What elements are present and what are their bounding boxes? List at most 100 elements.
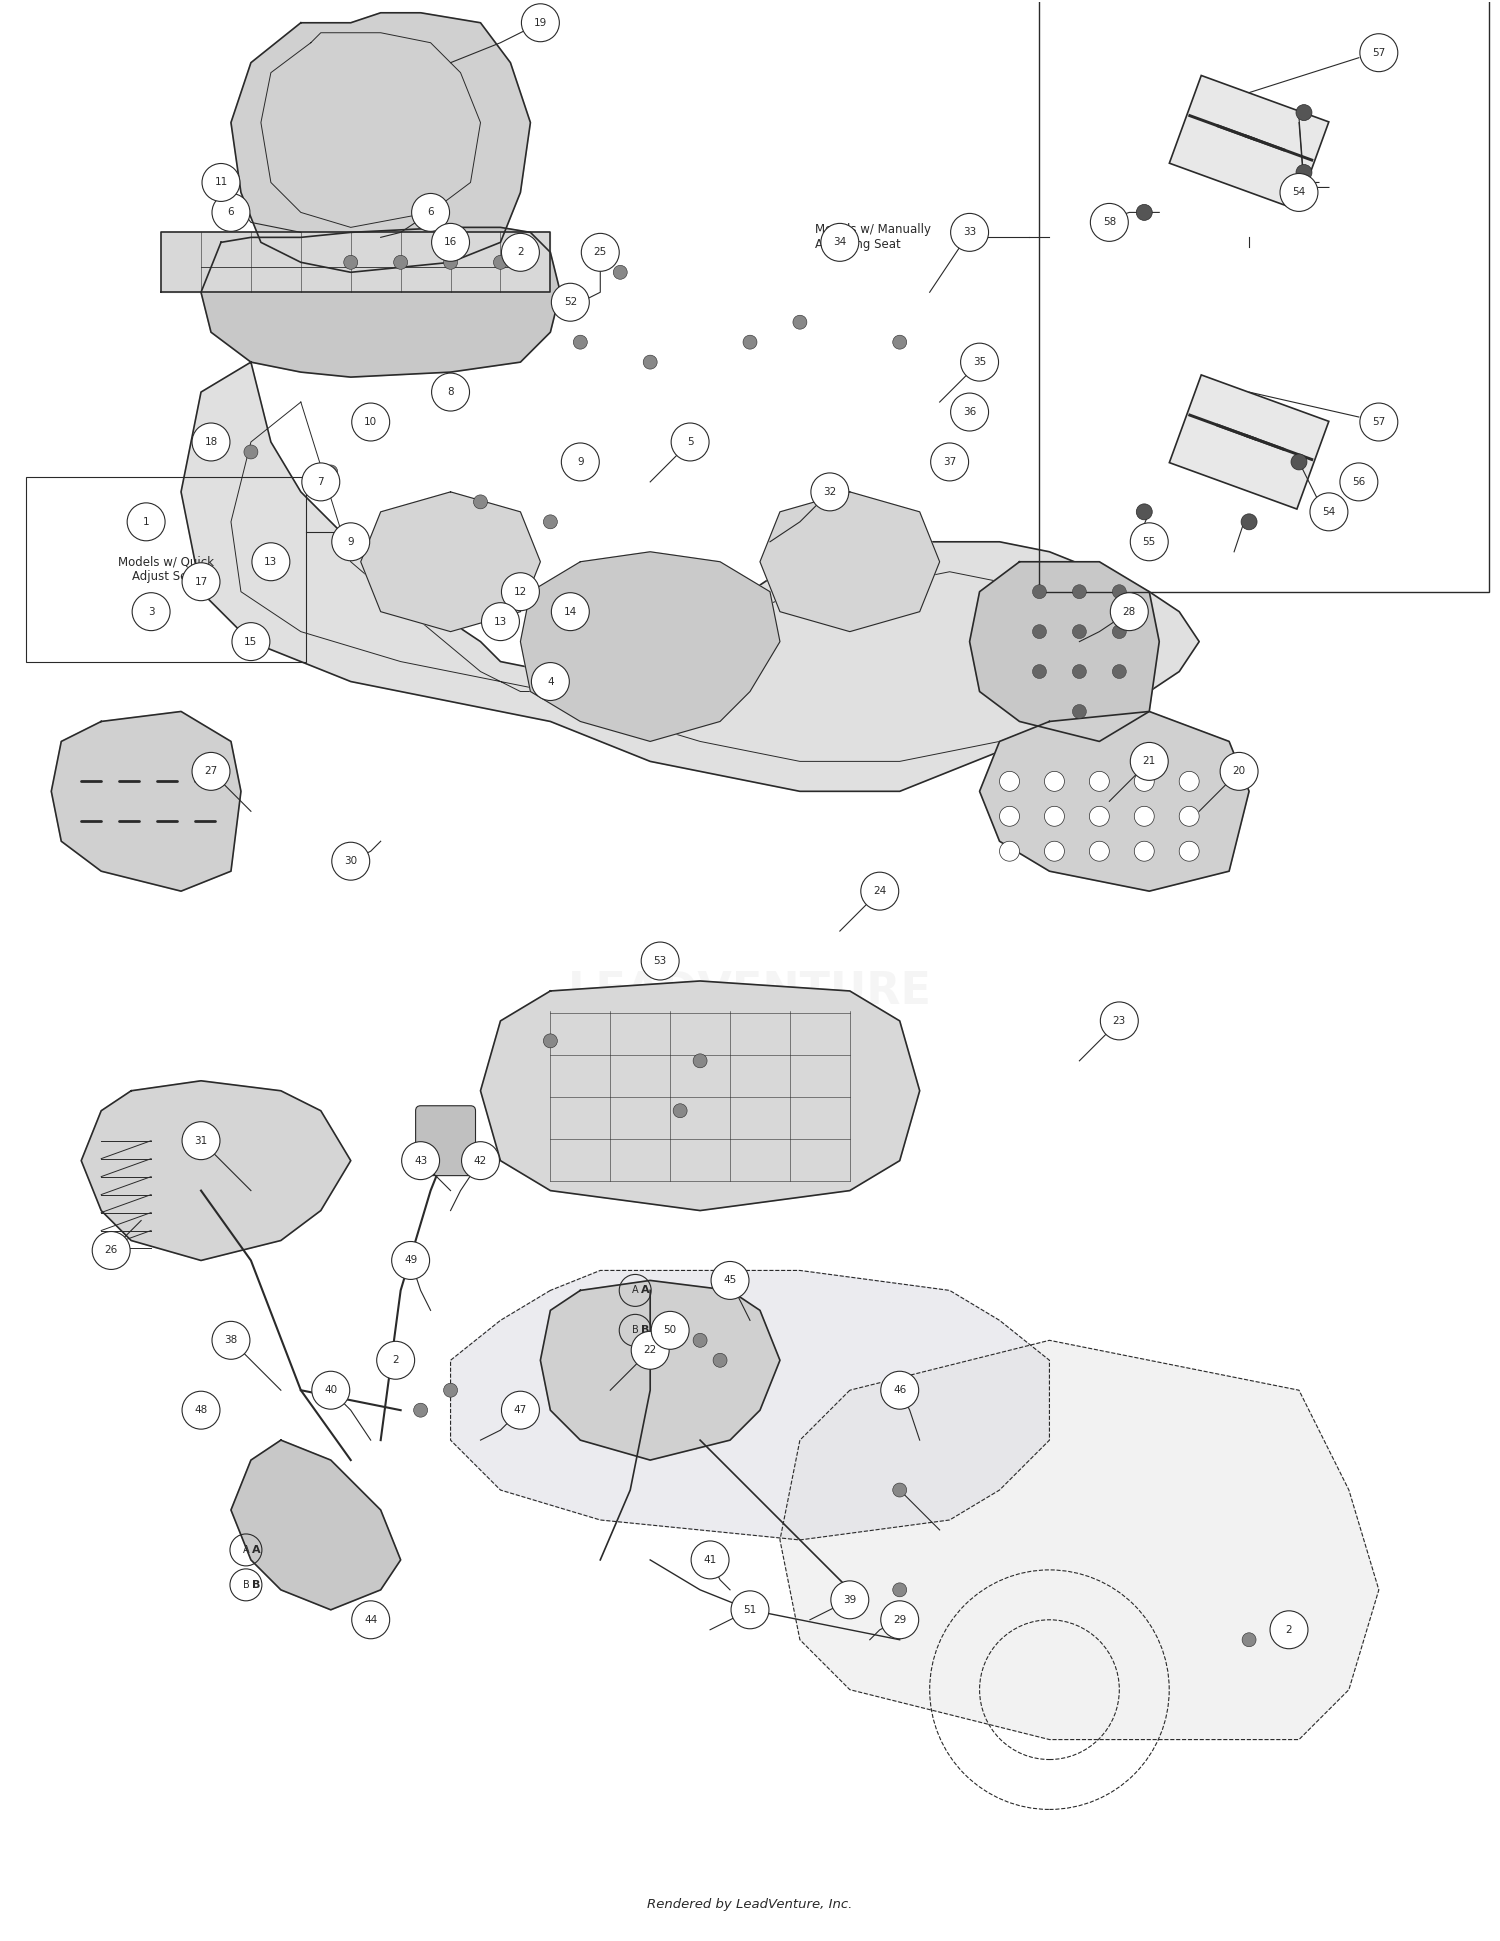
Circle shape: [1179, 806, 1198, 827]
Circle shape: [1179, 840, 1198, 862]
Circle shape: [1280, 173, 1318, 212]
Polygon shape: [540, 1281, 780, 1460]
Circle shape: [494, 256, 507, 270]
Circle shape: [501, 1392, 540, 1429]
Circle shape: [182, 1122, 220, 1159]
Circle shape: [522, 4, 560, 41]
Text: 23: 23: [1113, 1015, 1126, 1027]
Circle shape: [892, 1483, 906, 1497]
Text: 6: 6: [427, 208, 433, 217]
Text: 14: 14: [564, 608, 578, 617]
Circle shape: [1292, 454, 1306, 470]
Text: 34: 34: [833, 237, 846, 247]
Circle shape: [1032, 664, 1047, 679]
Circle shape: [1089, 840, 1110, 862]
PathPatch shape: [1170, 375, 1329, 509]
Text: 25: 25: [594, 247, 608, 258]
Polygon shape: [450, 1271, 1050, 1539]
Text: Rendered by LeadVenture, Inc.: Rendered by LeadVenture, Inc.: [648, 1898, 852, 1910]
Circle shape: [812, 474, 849, 510]
Circle shape: [632, 1332, 669, 1368]
Circle shape: [1340, 464, 1378, 501]
Circle shape: [1072, 625, 1086, 639]
Circle shape: [1110, 592, 1149, 631]
Circle shape: [1134, 840, 1155, 862]
Text: B: B: [632, 1326, 639, 1335]
Circle shape: [1113, 625, 1126, 639]
Polygon shape: [780, 1341, 1378, 1739]
Text: 6: 6: [228, 208, 234, 217]
Text: 54: 54: [1293, 188, 1305, 198]
Polygon shape: [760, 491, 939, 631]
Circle shape: [128, 503, 165, 542]
Circle shape: [951, 394, 988, 431]
Circle shape: [501, 233, 540, 272]
Text: 31: 31: [195, 1135, 207, 1145]
Text: 39: 39: [843, 1596, 856, 1605]
Circle shape: [960, 344, 999, 380]
Circle shape: [1179, 771, 1198, 792]
Circle shape: [1131, 741, 1168, 780]
Polygon shape: [182, 363, 1198, 792]
Bar: [1040, 0, 1488, 592]
Text: 52: 52: [564, 297, 578, 307]
Circle shape: [614, 266, 627, 280]
Text: 35: 35: [974, 357, 986, 367]
Circle shape: [880, 1601, 918, 1638]
Text: 11: 11: [214, 177, 228, 188]
Circle shape: [332, 842, 369, 879]
Text: 51: 51: [744, 1605, 756, 1615]
Text: B: B: [243, 1580, 249, 1590]
Text: 19: 19: [534, 17, 548, 27]
Circle shape: [392, 1242, 429, 1279]
Circle shape: [462, 1141, 500, 1180]
Circle shape: [474, 495, 488, 509]
Circle shape: [640, 941, 680, 980]
Text: 9: 9: [578, 456, 584, 468]
Circle shape: [1101, 1002, 1138, 1040]
Circle shape: [1032, 584, 1047, 598]
Text: A: A: [632, 1285, 639, 1295]
Text: 58: 58: [1102, 217, 1116, 227]
Circle shape: [132, 592, 170, 631]
Text: Models w/ Manually
Adjusting Seat: Models w/ Manually Adjusting Seat: [815, 223, 932, 252]
Circle shape: [1072, 705, 1086, 718]
Text: 16: 16: [444, 237, 458, 247]
Circle shape: [192, 753, 230, 790]
Circle shape: [402, 1141, 439, 1180]
Circle shape: [651, 1312, 688, 1349]
Circle shape: [930, 443, 969, 481]
Circle shape: [1072, 584, 1086, 598]
Circle shape: [892, 336, 906, 349]
Text: 50: 50: [663, 1326, 676, 1335]
Circle shape: [211, 194, 250, 231]
Text: A: A: [252, 1545, 260, 1555]
Circle shape: [182, 563, 220, 600]
Circle shape: [1270, 1611, 1308, 1648]
PathPatch shape: [1170, 76, 1329, 210]
Circle shape: [552, 592, 590, 631]
Text: 24: 24: [873, 887, 886, 897]
Circle shape: [1131, 522, 1168, 561]
Text: 42: 42: [474, 1155, 488, 1167]
Text: 41: 41: [704, 1555, 717, 1564]
Polygon shape: [969, 561, 1160, 741]
Circle shape: [202, 163, 240, 202]
Circle shape: [1134, 771, 1155, 792]
Text: B: B: [640, 1326, 650, 1335]
Circle shape: [951, 214, 988, 250]
Text: 53: 53: [654, 957, 668, 967]
Text: 7: 7: [318, 477, 324, 487]
Text: 5: 5: [687, 437, 693, 446]
Circle shape: [1296, 105, 1312, 120]
Text: 48: 48: [195, 1405, 207, 1415]
Circle shape: [432, 373, 470, 411]
Text: 2: 2: [518, 247, 524, 258]
Text: 28: 28: [1122, 608, 1136, 617]
Circle shape: [861, 872, 898, 910]
Circle shape: [1220, 753, 1258, 790]
Circle shape: [674, 1104, 687, 1118]
Circle shape: [211, 1322, 250, 1359]
Circle shape: [892, 1582, 906, 1597]
Circle shape: [1296, 165, 1312, 181]
